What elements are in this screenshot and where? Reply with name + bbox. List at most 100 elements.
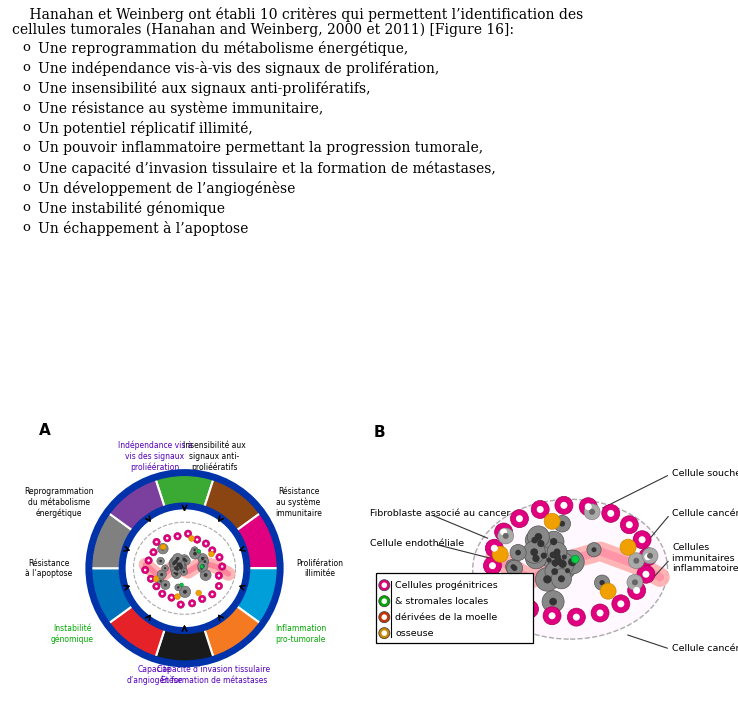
Text: o: o <box>22 61 30 74</box>
Circle shape <box>190 549 200 559</box>
Circle shape <box>172 569 182 579</box>
Circle shape <box>215 582 223 589</box>
Circle shape <box>162 565 168 571</box>
Circle shape <box>179 603 182 606</box>
Circle shape <box>525 548 546 569</box>
Circle shape <box>511 564 516 569</box>
Circle shape <box>483 556 501 575</box>
Circle shape <box>516 515 523 522</box>
Circle shape <box>189 536 194 541</box>
Circle shape <box>557 550 571 564</box>
Circle shape <box>489 574 507 592</box>
Circle shape <box>184 530 192 538</box>
Text: Insensibilité aux
signaux anti-
proliéératifs: Insensibilité aux signaux anti- proliéér… <box>183 441 246 472</box>
Circle shape <box>560 550 584 574</box>
Circle shape <box>547 558 551 563</box>
Text: Cellule cancéreuse inva...: Cellule cancéreuse inva... <box>672 644 738 652</box>
Circle shape <box>382 614 387 620</box>
Wedge shape <box>108 479 165 531</box>
Circle shape <box>639 548 657 566</box>
Circle shape <box>551 559 559 566</box>
Text: B: B <box>373 425 385 440</box>
Circle shape <box>558 575 565 582</box>
Circle shape <box>193 552 197 556</box>
Circle shape <box>644 554 652 560</box>
Text: o: o <box>22 41 30 54</box>
Circle shape <box>379 612 390 622</box>
Circle shape <box>202 540 210 547</box>
Circle shape <box>506 559 521 574</box>
Circle shape <box>175 561 187 574</box>
Circle shape <box>209 591 216 598</box>
Circle shape <box>201 558 209 566</box>
Circle shape <box>591 604 609 622</box>
Text: Une reprogrammation du métabolisme énergétique,: Une reprogrammation du métabolisme énerg… <box>38 41 408 56</box>
Circle shape <box>501 592 517 608</box>
Circle shape <box>379 580 390 591</box>
Text: Une instabilité génomique: Une instabilité génomique <box>38 201 225 216</box>
Circle shape <box>154 576 159 581</box>
Circle shape <box>510 544 526 561</box>
Circle shape <box>174 566 181 573</box>
Circle shape <box>523 541 545 564</box>
Circle shape <box>555 496 573 514</box>
Circle shape <box>176 568 179 571</box>
Text: o: o <box>22 181 30 194</box>
Ellipse shape <box>473 499 668 639</box>
Circle shape <box>553 561 558 566</box>
Circle shape <box>164 567 166 569</box>
Circle shape <box>584 504 600 520</box>
Circle shape <box>160 573 163 576</box>
Circle shape <box>511 510 528 528</box>
Circle shape <box>554 549 561 556</box>
Circle shape <box>548 612 556 619</box>
Circle shape <box>150 577 152 580</box>
Circle shape <box>168 594 175 602</box>
Circle shape <box>559 521 565 527</box>
Circle shape <box>152 551 155 554</box>
Circle shape <box>157 570 166 579</box>
Circle shape <box>180 564 183 567</box>
Circle shape <box>492 546 508 562</box>
Circle shape <box>171 570 178 576</box>
Circle shape <box>142 566 149 574</box>
Circle shape <box>218 556 221 559</box>
Circle shape <box>621 516 638 533</box>
Circle shape <box>525 531 544 549</box>
Circle shape <box>642 548 658 564</box>
Circle shape <box>379 627 390 639</box>
Circle shape <box>489 562 496 569</box>
Circle shape <box>494 579 502 587</box>
Circle shape <box>198 554 207 564</box>
Circle shape <box>175 584 182 591</box>
Circle shape <box>491 579 507 595</box>
FancyBboxPatch shape <box>376 573 533 643</box>
Circle shape <box>536 567 559 592</box>
Circle shape <box>204 573 207 577</box>
Circle shape <box>211 593 213 596</box>
Text: Instabilité
génomique: Instabilité génomique <box>51 624 94 644</box>
Wedge shape <box>204 479 261 531</box>
Text: Indépendance vis à
vis des signaux
proliéération: Indépendance vis à vis des signaux proli… <box>117 441 192 472</box>
Circle shape <box>579 498 597 516</box>
Circle shape <box>155 541 158 543</box>
Text: Un échappement à l’apoptose: Un échappement à l’apoptose <box>38 221 249 236</box>
Text: o: o <box>22 141 30 154</box>
Circle shape <box>187 533 190 535</box>
Circle shape <box>638 536 646 543</box>
Circle shape <box>573 614 580 621</box>
Circle shape <box>551 555 566 569</box>
Circle shape <box>547 546 568 567</box>
Circle shape <box>627 581 646 599</box>
Text: Un potentiel réplicatif illimité,: Un potentiel réplicatif illimité, <box>38 121 252 136</box>
Wedge shape <box>108 605 165 657</box>
Circle shape <box>554 549 559 554</box>
Circle shape <box>170 597 173 599</box>
Circle shape <box>542 553 556 567</box>
Circle shape <box>204 542 207 545</box>
Circle shape <box>201 557 204 560</box>
Circle shape <box>174 533 182 540</box>
Text: o: o <box>22 221 30 234</box>
Circle shape <box>379 596 390 607</box>
Circle shape <box>176 569 179 571</box>
